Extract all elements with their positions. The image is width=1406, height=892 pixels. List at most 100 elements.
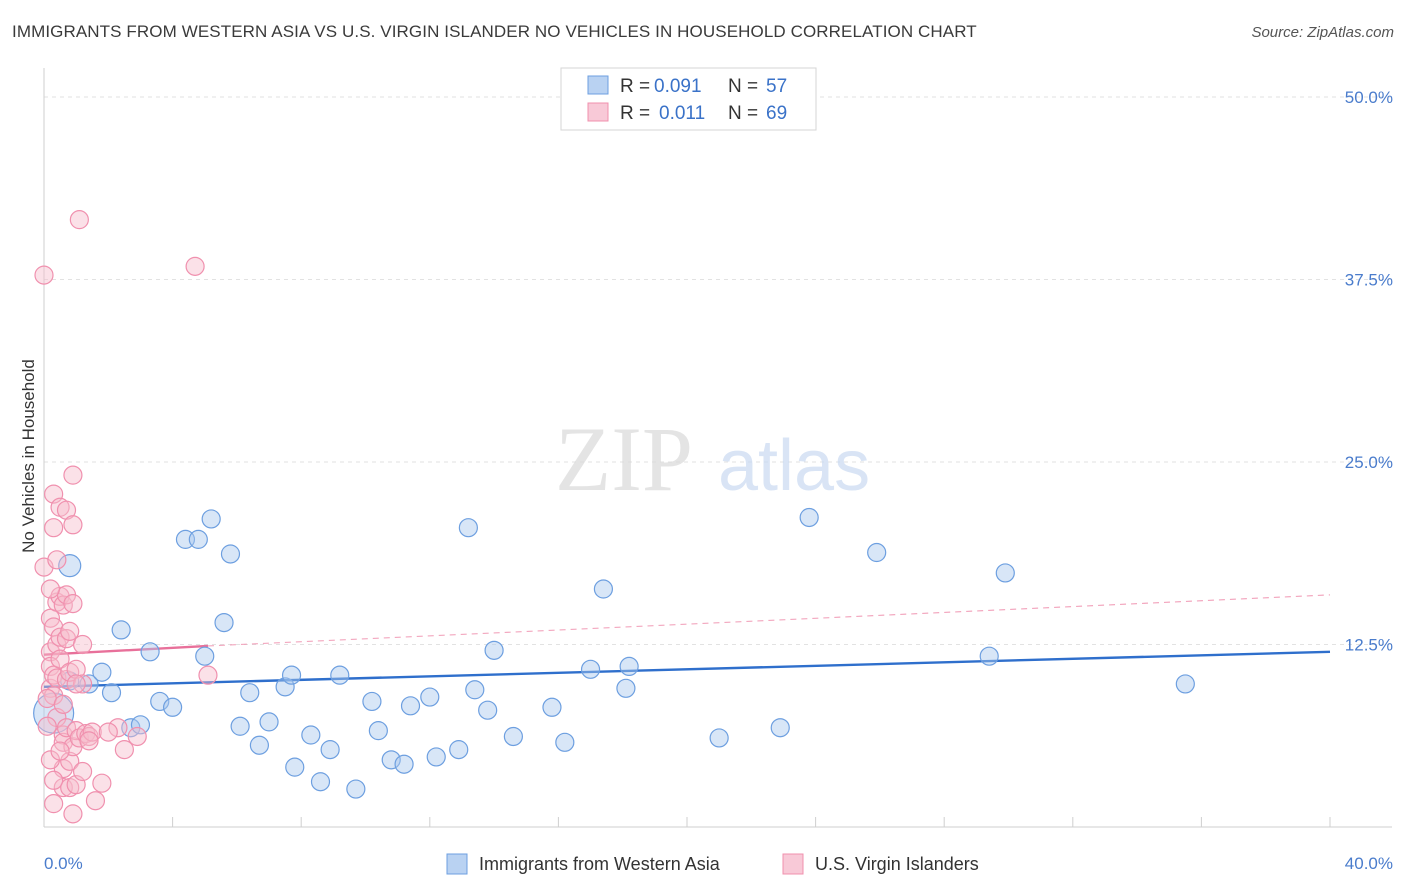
point-virgin-islander-21 [50,649,70,669]
point-virgin-islander-4 [40,642,61,662]
point-virgin-islander-64 [79,731,99,751]
legend-n-value-1: 57 [766,76,787,97]
legend-r-value-2: 0.011 [659,103,705,124]
point-western-asia-53 [979,646,999,666]
point-western-asia-50 [770,718,790,738]
trend-line-0 [43,650,1331,689]
point-virgin-islander-66 [98,722,118,742]
point-western-asia-20 [249,735,270,755]
point-western-asia-8 [130,715,151,735]
point-virgin-islander-52 [108,718,128,738]
point-western-asia-39 [465,680,485,700]
bottom-legend-swatch-blue [446,853,468,875]
point-western-asia-49 [709,728,729,748]
point-western-asia-28 [330,665,350,685]
bottom-legend-label-pink: U.S. Virgin Islanders [815,854,979,874]
point-western-asia-21 [259,712,279,732]
point-western-asia-36 [426,747,446,767]
point-virgin-islander-32 [60,751,80,771]
x-tick-label-min: 0.0% [44,854,83,873]
point-western-asia-27 [320,740,340,760]
point-western-asia-5 [101,683,122,703]
point-western-asia-15 [201,509,221,529]
x-tick-label-max: 40.0% [1345,854,1393,873]
gridlines [44,96,1392,645]
point-western-asia-13 [188,529,208,549]
point-western-asia-4 [92,662,112,682]
data-points [33,210,1195,824]
point-virgin-islander-59 [50,741,70,761]
point-virgin-islander-45 [72,674,93,694]
point-western-asia-45 [580,659,601,679]
point-virgin-islander-0 [34,265,54,285]
point-virgin-islander-54 [127,726,147,747]
point-virgin-islander-51 [92,773,112,793]
point-virgin-islander-62 [40,579,61,599]
point-virgin-islander-61 [66,674,86,694]
chart-title: IMMIGRANTS FROM WESTERN ASIA VS U.S. VIR… [12,22,977,41]
point-western-asia-40 [478,700,498,720]
y-tick-label-2: 37.5% [1345,271,1393,290]
point-western-asia-24 [285,757,305,777]
point-virgin-islander-11 [44,518,64,538]
point-western-asia-6 [111,620,131,640]
point-western-asia-55 [1175,674,1195,694]
point-western-asia-34 [400,696,421,716]
point-western-asia-19 [240,683,260,703]
point-virgin-islander-56 [37,688,57,709]
point-western-asia-23 [281,665,302,685]
point-virgin-islander-20 [50,627,70,647]
point-virgin-islander-39 [63,465,83,485]
point-western-asia-47 [616,678,636,698]
point-virgin-islander-13 [47,550,67,570]
point-virgin-islander-60 [44,770,64,790]
point-western-asia-29 [346,779,366,799]
bottom-legend-swatch-pink [782,853,804,875]
point-western-asia-44 [555,732,575,752]
point-virgin-islander-38 [63,804,83,824]
legend-r-label-1: R = [620,76,650,97]
point-western-asia-26 [310,772,331,792]
axis-labels: 12.5% 25.0% 37.5% 50.0% 0.0% 40.0% No Vehicles… [19,88,1393,873]
point-virgin-islander-22 [53,595,73,615]
watermark-atlas: atlas [718,426,870,506]
point-western-asia-33 [394,754,414,774]
point-western-asia-25 [301,725,321,745]
point-western-asia-31 [368,721,388,741]
point-western-asia-9 [140,642,160,662]
trend-lines [43,594,1331,689]
point-western-asia-48 [619,656,639,677]
legend-r-value-1: 0.091 [654,76,702,97]
point-western-asia-52 [867,542,887,563]
point-western-asia-43 [542,697,562,717]
point-virgin-islander-65 [44,794,64,814]
trend-line-extension-1 [207,594,1331,647]
point-western-asia-46 [593,579,614,599]
watermark-zip: ZIP [555,408,693,510]
point-western-asia-1 [58,554,82,578]
point-western-asia-22 [275,677,295,697]
y-tick-label-0: 12.5% [1345,636,1393,655]
legend-n-label-1: N = [728,76,758,97]
legend-n-label-2: N = [728,103,758,124]
legend-swatch-pink [587,102,609,122]
point-virgin-islander-67 [63,515,83,535]
point-virgin-islander-2 [185,256,205,276]
trend-line-1 [43,644,209,656]
point-western-asia-14 [195,646,215,666]
point-western-asia-11 [163,697,183,717]
point-western-asia-30 [362,691,382,712]
point-virgin-islander-63 [53,694,73,714]
point-virgin-islander-55 [198,665,218,685]
y-tick-label-1: 25.0% [1345,453,1393,472]
point-virgin-islander-46 [72,634,93,655]
legend-n-value-2: 69 [766,103,787,124]
y-tick-label-3: 50.0% [1345,88,1393,107]
point-western-asia-38 [458,518,478,538]
y-axis-label: No Vehicles in Household [19,359,38,553]
legend-r-label-2: R = [620,103,650,124]
legend: R = 0.091 N = 57 R = 0.011 N = 69 [560,67,817,131]
point-western-asia-32 [381,750,401,770]
point-virgin-islander-35 [60,621,80,641]
